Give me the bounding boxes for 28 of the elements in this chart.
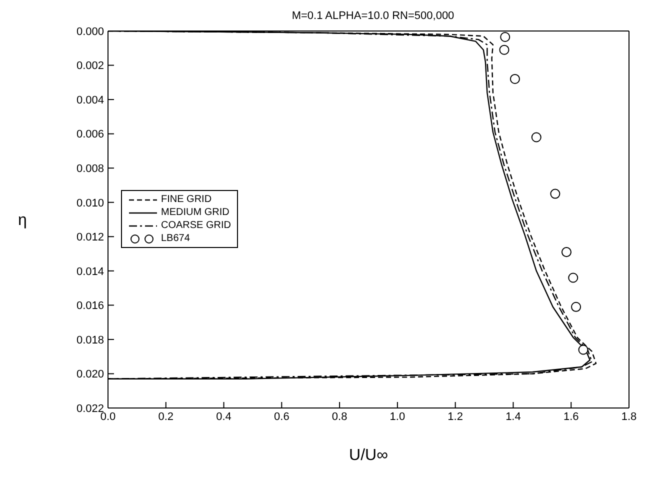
- x-tick-label: 0.2: [158, 410, 174, 423]
- legend-label: MEDIUM GRID: [161, 206, 230, 219]
- x-tick-label: 1.8: [621, 410, 637, 423]
- x-tick-label: 1.4: [506, 410, 521, 423]
- y-tick-label: 0.004: [76, 94, 104, 106]
- x-tick-label: 0.4: [216, 410, 232, 423]
- legend-label: FINE GRID: [161, 193, 212, 206]
- y-tick-label: 0.006: [76, 128, 104, 141]
- y-tick-label: 0.010: [76, 197, 104, 210]
- x-tick-label: 1.0: [390, 410, 406, 423]
- legend-label: COARSE GRID: [161, 219, 232, 232]
- y-tick-label: 0.020: [76, 368, 104, 381]
- y-tick-label: 0.008: [76, 162, 104, 175]
- y-tick-label: 0.012: [76, 232, 104, 244]
- y-axis-title: η: [18, 212, 27, 230]
- x-axis-title: U/U∞: [349, 447, 388, 464]
- x-tick-label: 0.8: [332, 410, 348, 423]
- y-tick-label: 0.016: [76, 300, 104, 312]
- y-tick-label: 0.002: [76, 60, 104, 72]
- x-tick-label: 0.6: [274, 410, 290, 423]
- chart-title: M=0.1 ALPHA=10.0 RN=500,000: [290, 10, 456, 22]
- y-tick-label: 0.000: [76, 26, 104, 38]
- x-tick-label: 1.6: [563, 410, 579, 423]
- legend-label: LB674: [161, 232, 190, 245]
- x-tick-label: 1.2: [448, 410, 463, 423]
- y-tick-label: 0.014: [76, 266, 104, 278]
- x-tick-label: 0.0: [100, 410, 116, 423]
- y-tick-label: 0.018: [76, 334, 104, 346]
